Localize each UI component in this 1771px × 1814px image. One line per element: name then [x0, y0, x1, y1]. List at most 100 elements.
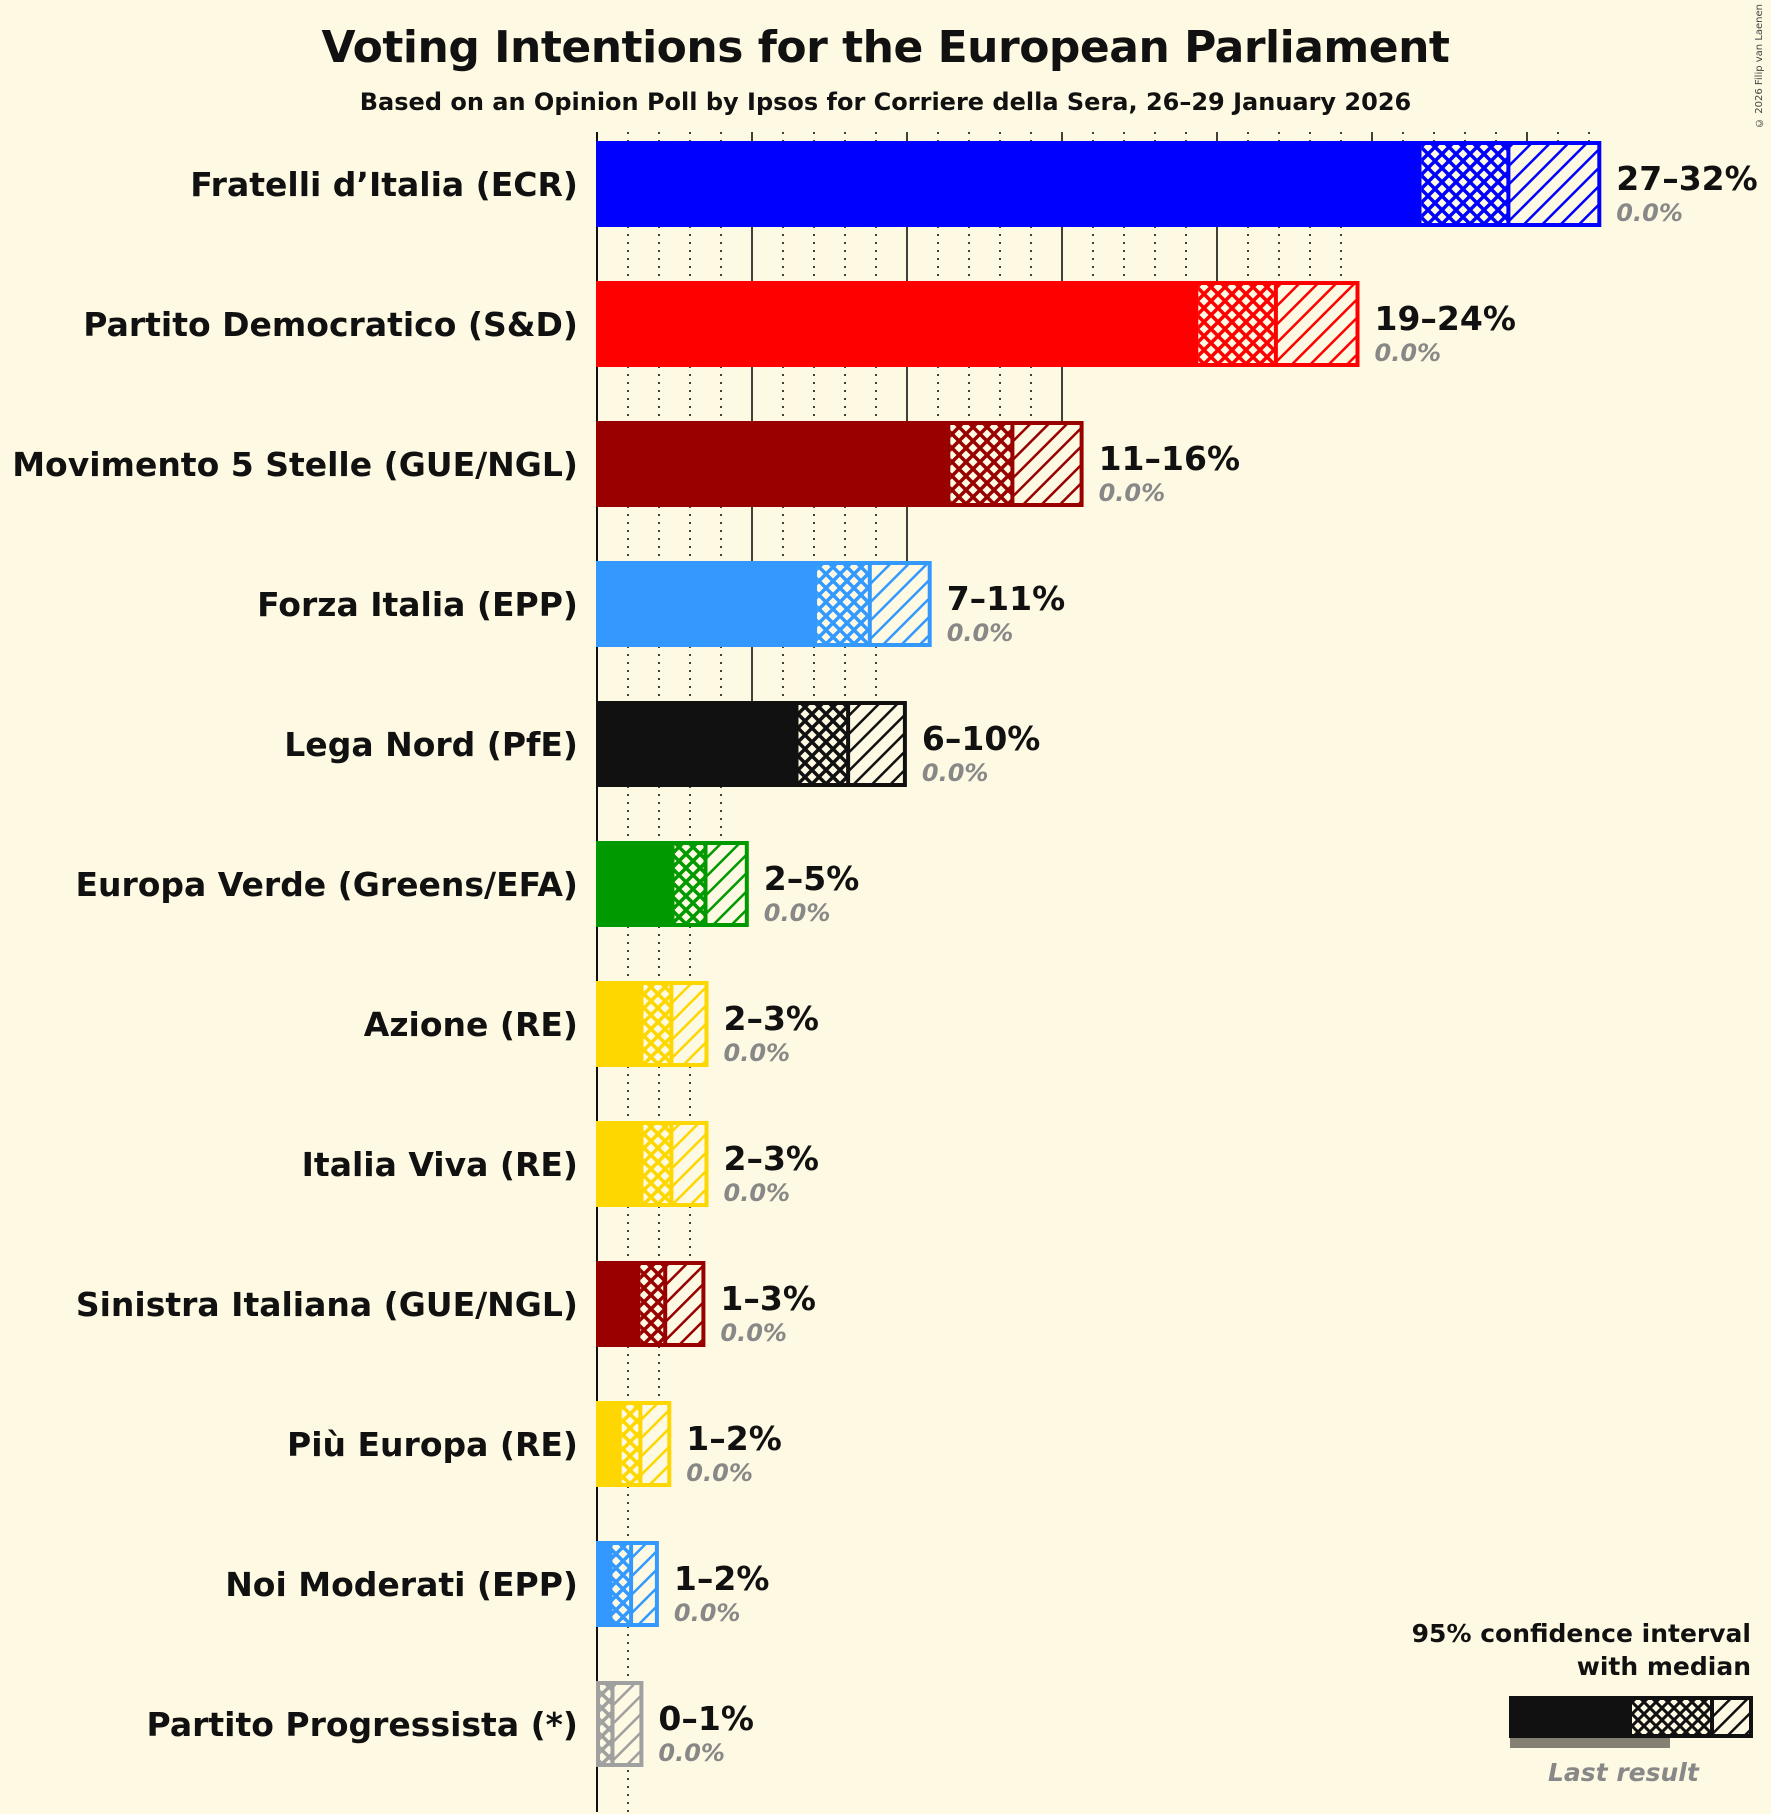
party-label: Italia Viva (RE)	[302, 1145, 578, 1184]
last-result-label: 0.0%	[724, 1179, 791, 1207]
ci-upper-hatch	[705, 844, 746, 924]
ci-upper-hatch	[848, 704, 904, 784]
ci-solid-bar	[597, 282, 1199, 366]
bar-outline	[596, 281, 1360, 367]
ci-upper-hatch	[1012, 424, 1081, 504]
ci-solid-bar	[597, 1262, 641, 1346]
last-result-label: 0.0%	[720, 1319, 787, 1347]
ci-solid-bar	[597, 1402, 622, 1486]
party-bar-row: Italia Viva (RE) 2–3%0.0%	[302, 1121, 820, 1207]
ci-solid-bar	[597, 422, 951, 506]
last-result-label: 0.0%	[922, 759, 989, 787]
ci-lower-hatch	[950, 424, 1013, 504]
range-label: 2–5%	[764, 859, 860, 898]
party-bar-row: Più Europa (RE) 1–2%0.0%	[287, 1401, 782, 1487]
ci-lower-hatch	[643, 1124, 672, 1204]
bar-outline	[596, 981, 709, 1067]
party-bar-row: Noi Moderati (EPP) 1–2%0.0%	[225, 1541, 770, 1627]
last-result-label: 0.0%	[764, 899, 831, 927]
ci-solid-bar	[597, 142, 1422, 226]
ci-upper-hatch	[869, 564, 929, 644]
ci-solid-bar	[597, 1542, 613, 1626]
ci-lower-hatch	[1198, 284, 1276, 364]
last-result-label: 0.0%	[1616, 199, 1683, 227]
bar-outline	[596, 1401, 672, 1487]
party-label: Fratelli d’Italia (ECR)	[190, 165, 578, 204]
bar-outline	[596, 421, 1084, 507]
last-result-label: 0.0%	[1375, 339, 1442, 367]
legend-line-1: 95% confidence interval	[1411, 1619, 1751, 1648]
ci-upper-hatch	[1508, 144, 1599, 224]
last-result-label: 0.0%	[686, 1459, 753, 1487]
last-result-label: 0.0%	[674, 1599, 741, 1627]
ci-lower-hatch	[640, 1264, 666, 1344]
ci-solid-bar	[597, 702, 799, 786]
range-label: 1–2%	[686, 1419, 782, 1458]
range-label: 2–3%	[724, 1139, 820, 1178]
range-label: 6–10%	[922, 719, 1040, 758]
bar-outline	[596, 141, 1602, 227]
bar-outline	[596, 561, 932, 647]
range-label: 19–24%	[1375, 299, 1516, 338]
range-label: 7–11%	[947, 579, 1065, 618]
party-label: Forza Italia (EPP)	[257, 585, 578, 624]
party-label: Sinistra Italiana (GUE/NGL)	[76, 1285, 578, 1324]
chart-title: Voting Intentions for the European Parli…	[321, 22, 1450, 73]
range-label: 2–3%	[724, 999, 820, 1038]
ci-lower-hatch	[798, 704, 849, 784]
ci-lower-hatch	[600, 1684, 613, 1764]
range-label: 0–1%	[658, 1699, 754, 1738]
legend-line-2: with median	[1576, 1652, 1751, 1681]
last-result-label: 0.0%	[724, 1039, 791, 1067]
ci-lower-hatch	[612, 1544, 632, 1624]
last-result-label: 0.0%	[947, 619, 1014, 647]
ci-lower-hatch	[817, 564, 870, 644]
legend-title: 95% confidence interval with median	[1412, 1617, 1751, 1683]
bar-outline	[596, 701, 907, 787]
bar-outline	[596, 1261, 706, 1347]
ci-lower-hatch	[643, 984, 672, 1064]
ci-upper-hatch	[631, 1544, 656, 1624]
party-label: Europa Verde (Greens/EFA)	[75, 865, 578, 904]
ci-solid-bar	[597, 842, 675, 926]
party-bar-row: Forza Italia (EPP) 7–11%0.0%	[257, 561, 1065, 647]
ci-lower-hatch	[674, 844, 706, 924]
ci-solid-bar	[597, 982, 644, 1066]
party-label: Partito Democratico (S&D)	[83, 305, 578, 344]
bar-outline	[596, 841, 749, 927]
party-label: Movimento 5 Stelle (GUE/NGL)	[12, 445, 578, 484]
ci-upper-hatch	[1275, 284, 1357, 364]
ci-solid-bar	[597, 1122, 644, 1206]
party-bar-row: Partito Progressista (*) 0–1%0.0%	[147, 1681, 754, 1767]
ci-lower-hatch	[1421, 144, 1509, 224]
range-label: 1–2%	[674, 1559, 770, 1598]
party-bar-row: Lega Nord (PfE) 6–10%0.0%	[284, 701, 1040, 787]
last-result-label: 0.0%	[1099, 479, 1166, 507]
ci-upper-hatch	[671, 984, 706, 1064]
range-label: 11–16%	[1099, 439, 1240, 478]
legend-last-result: Last result	[1548, 1758, 1699, 1787]
range-label: 1–3%	[720, 1279, 816, 1318]
party-label: Più Europa (RE)	[287, 1425, 578, 1464]
bar-outline	[596, 1121, 709, 1207]
ci-solid-bar	[597, 562, 818, 646]
party-bar-row: Partito Democratico (S&D) 19–24%0.0%	[83, 281, 1516, 367]
ci-lower-hatch	[621, 1404, 641, 1484]
ci-upper-hatch	[640, 1404, 669, 1484]
party-label: Noi Moderati (EPP)	[225, 1565, 578, 1604]
legend-swatch	[1509, 1696, 1753, 1748]
ci-upper-hatch	[665, 1264, 703, 1344]
bar-outline	[596, 1541, 659, 1627]
party-label: Partito Progressista (*)	[147, 1705, 578, 1744]
ci-upper-hatch	[612, 1684, 641, 1764]
party-label: Lega Nord (PfE)	[284, 725, 578, 764]
party-bar-row: Sinistra Italiana (GUE/NGL) 1–3%0.0%	[76, 1261, 816, 1347]
party-bar-row: Azione (RE) 2–3%0.0%	[364, 981, 820, 1067]
chart-subtitle: Based on an Opinion Poll by Ipsos for Co…	[359, 88, 1412, 116]
party-bar-row: Europa Verde (Greens/EFA) 2–5%0.0%	[75, 841, 860, 927]
last-result-label: 0.0%	[658, 1739, 725, 1767]
ci-upper-hatch	[671, 1124, 706, 1204]
party-label: Azione (RE)	[364, 1005, 578, 1044]
party-bar-row: Fratelli d’Italia (ECR) 27–32%0.0%	[190, 141, 1758, 227]
